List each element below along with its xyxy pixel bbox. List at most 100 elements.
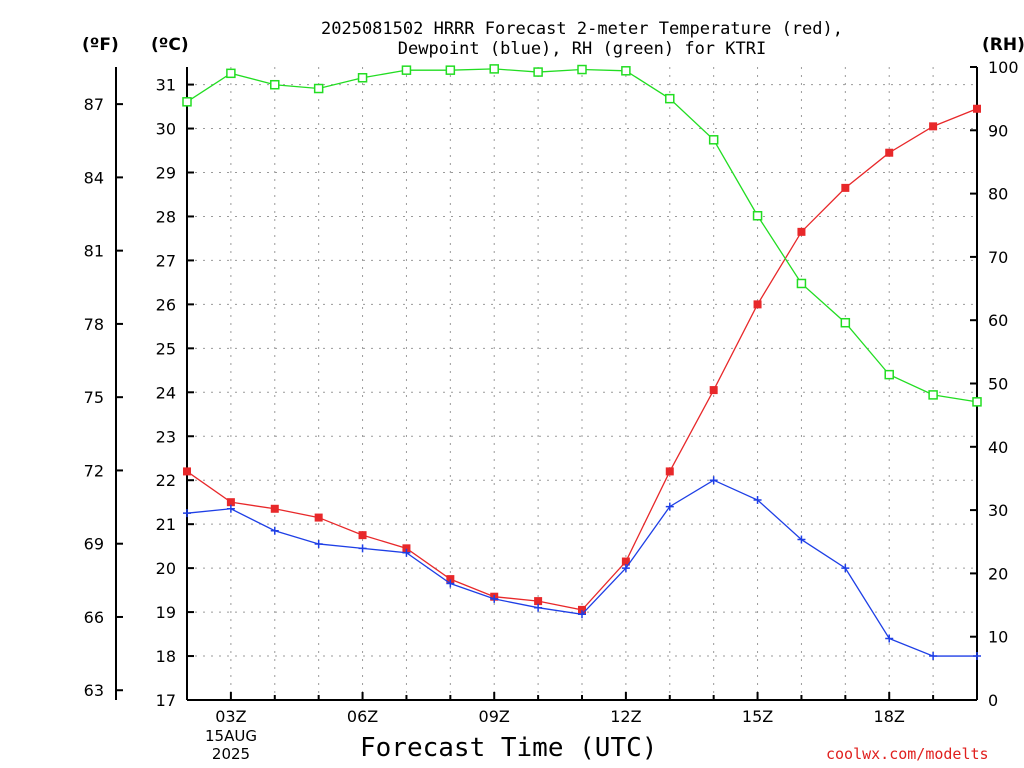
temperature-point [226, 498, 235, 507]
x-tick-label: 12Z [610, 707, 641, 726]
x-tick-label: 18Z [874, 707, 905, 726]
dewpoint-point [709, 476, 718, 485]
dewpoint-point [402, 548, 411, 557]
dewpoint-point [534, 603, 543, 612]
temperature-point [973, 104, 981, 113]
celsius-tick-label: 18 [156, 647, 176, 666]
rh-point [796, 278, 807, 289]
fahrenheit-tick-label: 63 [84, 681, 104, 700]
dewpoint-point [226, 504, 235, 513]
rh-tick-label: 70 [988, 248, 1008, 267]
temperature-point [402, 544, 411, 553]
rh-point [665, 93, 675, 104]
rh-point [445, 65, 456, 75]
rh-tick-label: 20 [988, 564, 1008, 583]
temperature-point [314, 513, 323, 522]
temperature-line [186, 108, 978, 611]
dewpoint-point [797, 535, 806, 544]
date-label-year: 2025 [211, 745, 251, 763]
celsius-tick-label: 24 [156, 383, 176, 402]
celsius-tick-label: 22 [156, 471, 176, 490]
x-tick-label: 09Z [479, 707, 510, 726]
dewpoint-point [973, 652, 981, 661]
temperature-point [753, 300, 762, 309]
temperature-point [885, 148, 894, 157]
x-tick-label: 06Z [347, 707, 378, 726]
rh-point [533, 67, 543, 77]
rh-point [226, 68, 236, 79]
dewpoint-point [490, 594, 499, 603]
rh-tick-label: 90 [988, 121, 1008, 140]
temperature-point [929, 122, 938, 131]
dewpoint-line [186, 479, 977, 657]
celsius-tick-label: 21 [156, 515, 176, 534]
rh-point [313, 83, 324, 94]
temperature-point [534, 597, 543, 606]
rh-tick-label: 40 [988, 438, 1008, 457]
rh-tick-label: 60 [988, 311, 1008, 330]
rh-tick-label: 50 [988, 375, 1008, 394]
dewpoint-point [841, 564, 850, 573]
chart-title-line1: 2025081502 HRRR Forecast 2-meter Tempera… [321, 19, 843, 39]
dewpoint-point [270, 526, 279, 535]
credit-link[interactable]: coolwx.com/modelts [826, 745, 989, 763]
celsius-tick-label: 23 [156, 427, 176, 446]
dewpoint-point [314, 539, 323, 548]
celsius-tick-label: 29 [156, 164, 176, 183]
dewpoint-point [183, 509, 191, 518]
fahrenheit-tick-label: 75 [84, 388, 104, 407]
temperature-point [797, 227, 806, 236]
fahrenheit-tick-label: 84 [84, 168, 104, 187]
fahrenheit-unit-label: (ºF) [82, 35, 119, 55]
temperature-point [358, 531, 367, 540]
celsius-tick-label: 30 [156, 120, 176, 139]
rh-point [708, 135, 719, 145]
celsius-unit-label: (ºC) [151, 35, 189, 55]
dewpoint-point [665, 502, 674, 511]
rh-tick-label: 80 [988, 185, 1008, 204]
fahrenheit-tick-label: 78 [84, 315, 104, 334]
chart-title-line2: Dewpoint (blue), RH (green) for KTRI [397, 39, 767, 59]
fahrenheit-tick-label: 81 [84, 242, 104, 261]
x-tick-label: 15Z [742, 707, 773, 726]
celsius-tick-label: 17 [156, 691, 176, 710]
rh-point [401, 65, 412, 75]
rh-point [577, 64, 587, 75]
rh-unit-label: (RH) [982, 35, 1024, 55]
rh-point [270, 79, 280, 90]
rh-tick-label: 100 [988, 58, 1019, 77]
celsius-tick-label: 19 [156, 603, 176, 622]
x-axis-label: Forecast Time (UTC) [360, 733, 658, 763]
rh-point [840, 317, 851, 328]
rh-tick-label: 30 [988, 501, 1008, 520]
rh-tick-label: 0 [988, 691, 998, 710]
date-label-day: 15AUG [205, 727, 257, 745]
celsius-tick-label: 31 [156, 76, 176, 95]
celsius-tick-label: 25 [156, 339, 176, 358]
rh-point [884, 369, 894, 380]
celsius-tick-label: 26 [156, 295, 176, 314]
fahrenheit-tick-label: 87 [84, 95, 104, 114]
temperature-point [183, 467, 191, 476]
rh-point [752, 211, 763, 221]
rh-point [928, 390, 938, 400]
fahrenheit-tick-label: 69 [84, 535, 104, 554]
celsius-tick-label: 20 [156, 559, 176, 578]
rh-point [489, 64, 499, 74]
celsius-tick-label: 28 [156, 207, 176, 226]
temperature-point [665, 467, 674, 476]
temperature-point [578, 605, 586, 614]
dewpoint-point [621, 564, 630, 573]
dewpoint-point [578, 610, 586, 619]
rh-point [621, 66, 631, 76]
temperature-point [621, 557, 630, 566]
rh-point [357, 73, 368, 83]
rh-point [182, 97, 192, 107]
temperature-point [270, 504, 279, 513]
dewpoint-point [885, 634, 894, 643]
rh-point [972, 397, 982, 407]
fahrenheit-tick-label: 66 [84, 608, 104, 627]
temperature-point [446, 575, 455, 584]
temperature-point [709, 386, 718, 395]
dewpoint-point [358, 544, 367, 553]
